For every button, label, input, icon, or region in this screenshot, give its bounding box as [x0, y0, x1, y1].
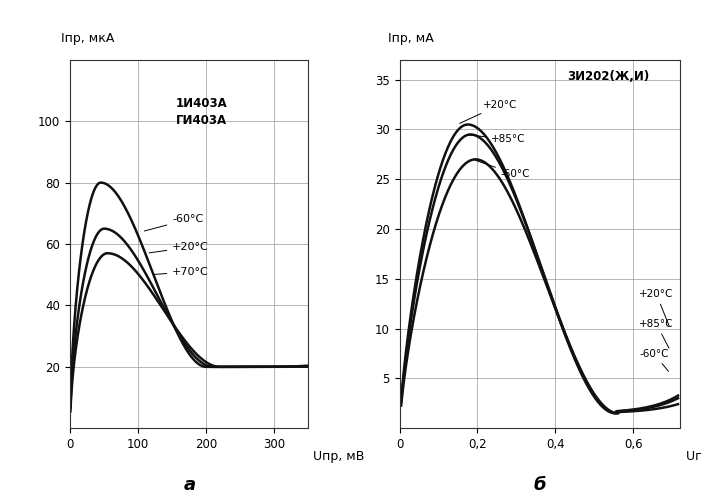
Text: -60°С: -60°С	[475, 160, 531, 179]
Text: -60°С: -60°С	[144, 215, 203, 231]
Text: Iпр, мкА: Iпр, мкА	[60, 32, 114, 45]
Text: +85°С: +85°С	[468, 134, 526, 144]
Text: +20°С: +20°С	[460, 100, 517, 124]
Text: Uпр, В: Uпр, В	[686, 450, 701, 464]
Text: Iпр, мА: Iпр, мА	[388, 32, 434, 45]
Text: б: б	[533, 476, 546, 494]
Text: +85°С: +85°С	[639, 319, 674, 348]
Text: -60°С: -60°С	[639, 349, 669, 372]
Text: +20°С: +20°С	[149, 242, 209, 253]
Text: +20°С: +20°С	[639, 289, 674, 326]
Text: 3И202(Ж,И): 3И202(Ж,И)	[567, 70, 649, 83]
Text: +70°С: +70°С	[154, 266, 209, 277]
Text: а: а	[183, 476, 196, 494]
Text: 1И403А
ГИ403А: 1И403А ГИ403А	[176, 97, 227, 126]
Text: Uпр, мВ: Uпр, мВ	[313, 450, 365, 464]
